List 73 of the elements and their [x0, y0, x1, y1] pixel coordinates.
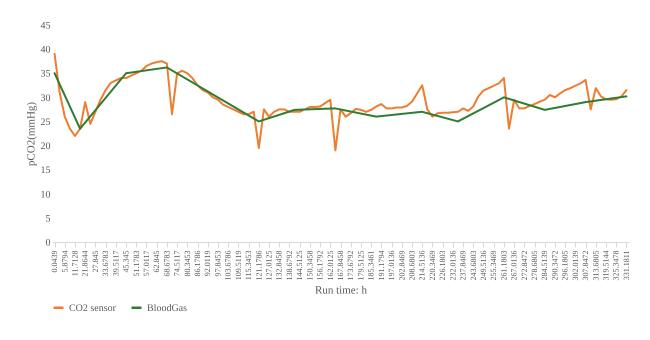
x-tick-label: 45.345 — [122, 250, 131, 272]
x-tick-label: 249.5136 — [478, 250, 488, 280]
x-tick-label: 197.0136 — [387, 250, 396, 280]
y-tick-label: 25 — [40, 116, 50, 128]
y-tick-label: 20 — [40, 141, 50, 152]
y-tick-label: 5 — [46, 213, 50, 224]
x-tick-label: 261.1803 — [499, 250, 508, 280]
x-tick-label: 127.0125 — [264, 250, 274, 280]
y-tick-label: 45 — [40, 20, 50, 32]
x-tick-label: 173.6792 — [346, 250, 356, 280]
y-tick-label: 30 — [40, 92, 50, 104]
x-tick-label: 97.8453 — [213, 250, 222, 276]
x-tick-label: 296.1805 — [560, 250, 570, 280]
y-tick-label: 35 — [40, 68, 50, 80]
x-tick-label: 39.5117 — [111, 250, 120, 276]
x-tick-label: 284.5139 — [540, 250, 550, 280]
x-tick-label: 0.0439 — [50, 250, 60, 272]
x-tick-label: 57.0117 — [142, 250, 151, 276]
x-tick-label: 232.0136 — [448, 250, 458, 280]
x-tick-label: 162.0125 — [326, 250, 335, 280]
x-tick-label: 208.6803 — [407, 250, 416, 280]
x-tick-label: 167.8458 — [336, 250, 345, 280]
x-tick-label: 191.1794 — [376, 250, 386, 280]
x-tick-label: 86.1786 — [193, 250, 202, 276]
x-tick-label: 21.8644 — [80, 250, 90, 276]
x-tick-label: 185.3461 — [366, 250, 376, 280]
x-tick-label: 68.6783 — [162, 250, 172, 276]
x-tick-label: 5.8794 — [60, 250, 70, 272]
y-tick-label: 10 — [40, 189, 50, 200]
x-tick-label: 74.5117 — [172, 250, 182, 276]
x-tick-label: 307.8472 — [581, 250, 590, 280]
x-tick-label: 144.5125 — [295, 250, 304, 280]
x-tick-label: 226.1803 — [438, 250, 448, 280]
x-tick-label: 27.845 — [90, 250, 100, 272]
x-tick-label: 33.6783 — [101, 250, 110, 276]
y-tick-label: 0 — [46, 238, 50, 248]
x-tick-label: 278.6805 — [530, 250, 540, 280]
x-tick-label: 115.3453 — [244, 250, 254, 280]
x-tick-label: 179.5125 — [356, 250, 366, 280]
y-tick-label: 40 — [40, 44, 50, 56]
x-tick-label: 51.1783 — [132, 250, 141, 276]
x-tick-label: 243.6803 — [468, 250, 478, 280]
x-tick-label: 302.0139 — [570, 250, 580, 280]
x-tick-label: 150.3458 — [305, 250, 314, 280]
x-tick-label: 267.0136 — [510, 250, 519, 280]
legend-label: BloodGas — [147, 302, 188, 314]
x-tick-label: 156.1792 — [316, 250, 325, 280]
x-tick-label: 109.5119 — [234, 250, 243, 280]
y-tick-label: 15 — [40, 165, 50, 176]
x-tick-label: 290.3472 — [550, 250, 560, 280]
x-tick-label: 331.1811 — [622, 250, 631, 280]
line-series — [54, 66, 628, 130]
y-axis-title: pCO2(mmHg) — [26, 102, 38, 166]
x-tick-label: 92.0119 — [203, 250, 212, 276]
x-tick-label: 319.5144 — [602, 250, 611, 280]
x-axis-title: Run time: h — [315, 284, 368, 296]
x-tick-label: 103.6786 — [224, 250, 233, 280]
x-tick-label: 214.5136 — [418, 250, 427, 280]
x-tick-label: 272.8472 — [520, 250, 529, 280]
x-tick-label: 80.3453 — [182, 250, 192, 276]
line-series — [54, 52, 628, 152]
x-tick-label: 220.3469 — [428, 250, 437, 280]
x-tick-label: 255.3469 — [489, 250, 498, 280]
x-tick-label: 313.6805 — [591, 250, 600, 280]
x-tick-label: 62.845 — [152, 250, 162, 272]
x-tick-label: 11.7128 — [70, 250, 80, 276]
legend-label: CO2 sensor — [69, 302, 117, 314]
x-tick-label: 132.8458 — [274, 250, 284, 280]
x-tick-label: 138.6792 — [284, 250, 294, 280]
x-tick-label: 325.3478 — [612, 250, 621, 280]
x-tick-label: 202.8469 — [397, 250, 406, 280]
x-tick-label: 237.8469 — [458, 250, 468, 280]
x-tick-label: 121.1786 — [254, 250, 264, 280]
